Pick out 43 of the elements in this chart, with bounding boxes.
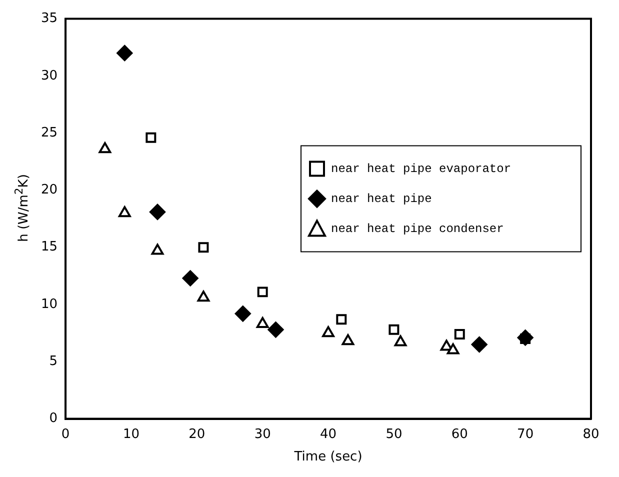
x-tick-label: 50 — [386, 426, 402, 442]
point — [342, 334, 354, 346]
y-tick-label: 15 — [40, 240, 58, 255]
point — [256, 316, 269, 328]
point — [116, 45, 133, 62]
x-tick-label: 80 — [582, 426, 600, 442]
legend-label: near heat pipe condenser — [331, 222, 504, 236]
point — [149, 204, 166, 220]
point — [471, 336, 488, 353]
point — [268, 322, 284, 338]
point — [388, 324, 400, 335]
point — [454, 328, 465, 340]
point — [336, 314, 347, 325]
point — [198, 242, 209, 253]
y-tick-label: 20 — [40, 182, 58, 198]
y-tick-label: 10 — [40, 296, 58, 312]
x-axis-title: Time (sec) — [293, 450, 362, 465]
point — [118, 206, 131, 218]
point — [517, 330, 534, 346]
y-tick-label: 35 — [40, 11, 58, 26]
point — [197, 290, 210, 302]
legend-label: near heat pipe evaporator — [331, 162, 512, 176]
x-tick-label: 0 — [61, 426, 70, 442]
x-tick-label: 20 — [188, 426, 206, 442]
x-tick-label: 30 — [254, 426, 271, 442]
y-tick-label: 0 — [49, 411, 58, 426]
point — [394, 335, 407, 346]
point — [446, 343, 460, 354]
point — [151, 244, 164, 255]
y-tick-label: 5 — [49, 354, 58, 370]
point — [322, 326, 334, 338]
x-tick-label: 10 — [122, 426, 140, 442]
point — [257, 286, 268, 298]
x-tick-label: 40 — [320, 426, 337, 442]
legend-label: near heat pipe — [331, 192, 432, 206]
y-tick-label: 25 — [40, 125, 58, 140]
x-tick-label: 60 — [451, 426, 468, 442]
point — [146, 132, 156, 143]
point — [234, 306, 251, 322]
x-tick-label: 70 — [517, 426, 534, 442]
y-tick-label: 30 — [40, 68, 58, 84]
point — [182, 270, 198, 286]
point — [98, 142, 112, 154]
